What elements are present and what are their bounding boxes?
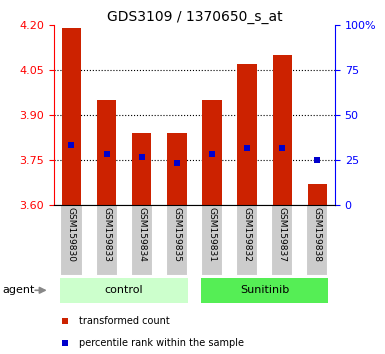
Bar xyxy=(201,205,223,276)
Bar xyxy=(271,205,293,276)
Bar xyxy=(60,205,82,276)
Text: GSM159831: GSM159831 xyxy=(208,207,216,262)
Text: GSM159830: GSM159830 xyxy=(67,207,76,262)
Bar xyxy=(308,184,327,205)
Bar xyxy=(132,133,151,205)
Text: GSM159837: GSM159837 xyxy=(278,207,287,262)
Bar xyxy=(97,100,116,205)
Text: Sunitinib: Sunitinib xyxy=(240,285,289,295)
Bar xyxy=(306,205,328,276)
Bar xyxy=(95,205,118,276)
Text: control: control xyxy=(105,285,144,295)
Bar xyxy=(273,55,292,205)
Bar xyxy=(131,205,153,276)
Bar xyxy=(167,133,186,205)
Bar xyxy=(62,28,81,205)
Bar xyxy=(166,205,188,276)
Bar xyxy=(201,278,328,303)
Text: agent: agent xyxy=(2,285,34,295)
Text: GSM159833: GSM159833 xyxy=(102,207,111,262)
Bar xyxy=(236,205,258,276)
Text: GSM159838: GSM159838 xyxy=(313,207,322,262)
Text: GSM159834: GSM159834 xyxy=(137,207,146,262)
Bar xyxy=(60,278,188,303)
Text: GSM159832: GSM159832 xyxy=(243,207,252,262)
Bar xyxy=(203,100,222,205)
Text: GSM159835: GSM159835 xyxy=(172,207,181,262)
Bar xyxy=(238,64,257,205)
Text: percentile rank within the sample: percentile rank within the sample xyxy=(79,338,244,348)
Title: GDS3109 / 1370650_s_at: GDS3109 / 1370650_s_at xyxy=(107,10,282,24)
Text: transformed count: transformed count xyxy=(79,316,170,326)
